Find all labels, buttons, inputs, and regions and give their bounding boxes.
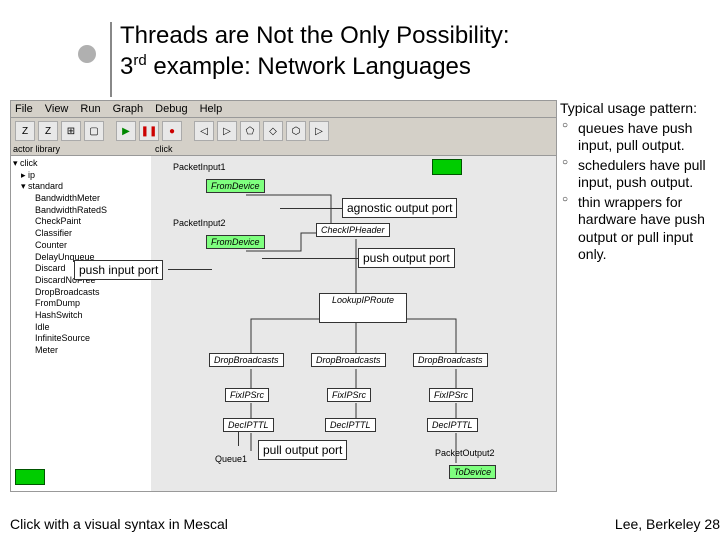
- node-d3[interactable]: DecIPTTL: [427, 418, 478, 432]
- tree-item[interactable]: BandwidthRatedS: [13, 205, 149, 217]
- node-f1[interactable]: FixIPSrc: [225, 388, 269, 402]
- tree: ▾ click▸ ip▾ standardBandwidthMeterBandw…: [11, 156, 151, 359]
- callout-push-output-line: [262, 258, 358, 259]
- node-chk[interactable]: CheckIPHeader: [316, 223, 390, 237]
- menu-view[interactable]: View: [45, 103, 69, 115]
- pause-icon[interactable]: ❚❚: [139, 121, 159, 141]
- node-d2[interactable]: DecIPTTL: [325, 418, 376, 432]
- node-pi2[interactable]: PacketInput2: [169, 217, 230, 229]
- toolbar: Z Z ⊞ ▢ ▶ ❚❚ ● ◁ ▷ ⬠ ◇ ⬡ ▷: [11, 118, 556, 145]
- title-divider: [110, 22, 112, 97]
- canvas-greenbox: [432, 159, 462, 175]
- callout-push-input-line: [168, 269, 212, 270]
- node-fd2[interactable]: FromDevice: [206, 235, 265, 249]
- play-icon[interactable]: ▶: [116, 121, 136, 141]
- tree-item[interactable]: Meter: [13, 345, 149, 357]
- menu-debug[interactable]: Debug: [155, 103, 187, 115]
- footer-caption: Click with a visual syntax in Mescal: [10, 516, 228, 532]
- nav1-icon[interactable]: ◁: [194, 121, 214, 141]
- nav4-icon[interactable]: ◇: [263, 121, 283, 141]
- page-title: Threads are Not the Only Possibility: 3r…: [0, 0, 720, 92]
- tool-z2-icon[interactable]: Z: [38, 121, 58, 141]
- callout-pull-output: pull output port: [258, 440, 347, 460]
- tree-item[interactable]: BandwidthMeter: [13, 193, 149, 205]
- nav3-icon[interactable]: ⬠: [240, 121, 260, 141]
- callout-pull-output-line: [238, 432, 239, 446]
- tree-item[interactable]: FromDump: [13, 298, 149, 310]
- tree-item[interactable]: ▾ standard: [13, 181, 149, 193]
- node-f3[interactable]: FixIPSrc: [429, 388, 473, 402]
- usage-item: thin wrappers for hardware have push out…: [560, 194, 718, 264]
- app-window: File View Run Graph Debug Help Z Z ⊞ ▢ ▶…: [10, 100, 557, 492]
- node-db2[interactable]: DropBroadcasts: [311, 353, 386, 367]
- node-q1[interactable]: Queue1: [211, 453, 251, 465]
- node-db3[interactable]: DropBroadcasts: [413, 353, 488, 367]
- node-d1[interactable]: DecIPTTL: [223, 418, 274, 432]
- node-f2[interactable]: FixIPSrc: [327, 388, 371, 402]
- menu-graph[interactable]: Graph: [113, 103, 144, 115]
- nav6-icon[interactable]: ▷: [309, 121, 329, 141]
- tree-item[interactable]: DropBroadcasts: [13, 287, 149, 299]
- node-lir[interactable]: LookupIPRoute: [319, 293, 407, 323]
- usage-item: queues have push input, pull output.: [560, 120, 718, 155]
- usage-pattern: Typical usage pattern: queues have push …: [560, 100, 718, 266]
- menu-run[interactable]: Run: [80, 103, 100, 115]
- tree-item[interactable]: ▾ click: [13, 158, 149, 170]
- usage-header: Typical usage pattern:: [560, 100, 718, 118]
- stop-icon[interactable]: ●: [162, 121, 182, 141]
- tree-item[interactable]: HashSwitch: [13, 310, 149, 322]
- node-td[interactable]: ToDevice: [449, 465, 496, 479]
- tree-item[interactable]: Classifier: [13, 228, 149, 240]
- menubar: File View Run Graph Debug Help: [11, 101, 556, 118]
- tool-sq-icon[interactable]: ▢: [84, 121, 104, 141]
- canvas-tab[interactable]: click: [151, 143, 556, 156]
- nav2-icon[interactable]: ▷: [217, 121, 237, 141]
- callout-agnostic-line: [280, 208, 342, 209]
- sidebar: actor library ▾ click▸ ip▾ standardBandw…: [11, 143, 152, 491]
- node-po2lbl[interactable]: PacketOutput2: [431, 447, 499, 459]
- sidebar-greenbox: [15, 469, 45, 485]
- callout-push-input: push input port: [74, 260, 163, 280]
- node-pi1[interactable]: PacketInput1: [169, 161, 230, 173]
- menu-file[interactable]: File: [15, 103, 33, 115]
- tree-item[interactable]: Idle: [13, 322, 149, 334]
- callout-push-output: push output port: [358, 248, 455, 268]
- tree-item[interactable]: ▸ ip: [13, 170, 149, 182]
- menu-help[interactable]: Help: [200, 103, 223, 115]
- node-fd1[interactable]: FromDevice: [206, 179, 265, 193]
- usage-item: schedulers have pull input, push output.: [560, 157, 718, 192]
- canvas: click PacketInput1 FromDevice PacketInput2…: [151, 143, 556, 491]
- accent-dot: [78, 45, 96, 63]
- callout-agnostic: agnostic output port: [342, 198, 457, 218]
- tool-sep-icon[interactable]: ⊞: [61, 121, 81, 141]
- tree-item[interactable]: Counter: [13, 240, 149, 252]
- tree-item[interactable]: InfiniteSource: [13, 333, 149, 345]
- node-db1[interactable]: DropBroadcasts: [209, 353, 284, 367]
- tool-z1-icon[interactable]: Z: [15, 121, 35, 141]
- sidebar-header: actor library: [11, 143, 151, 156]
- nav5-icon[interactable]: ⬡: [286, 121, 306, 141]
- footer-attribution: Lee, Berkeley 28: [615, 516, 720, 532]
- tree-item[interactable]: CheckPaint: [13, 216, 149, 228]
